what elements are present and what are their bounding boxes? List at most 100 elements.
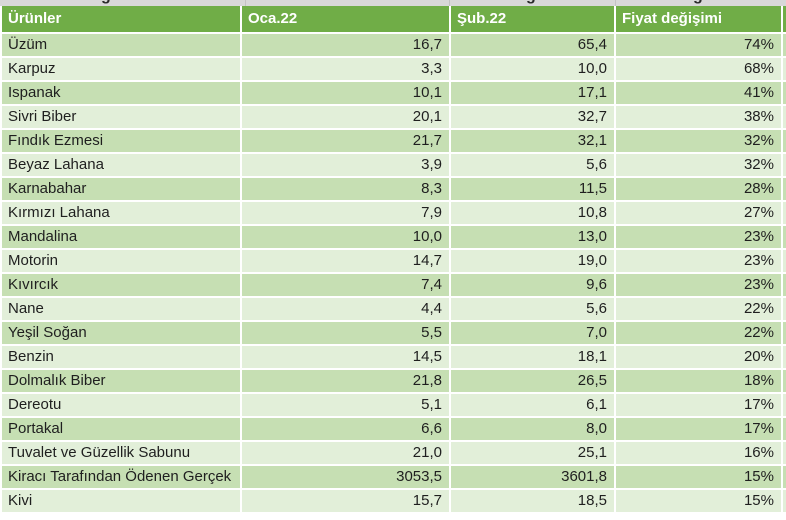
price-change-cell[interactable]: 20% bbox=[616, 346, 781, 368]
feb22-value-cell[interactable]: 17,1 bbox=[451, 82, 614, 104]
feb22-value-cell[interactable]: 10,8 bbox=[451, 202, 614, 224]
jan22-value-cell[interactable]: 10,0 bbox=[242, 226, 449, 248]
jan22-value-cell[interactable]: 8,3 bbox=[242, 178, 449, 200]
jan22-value-cell[interactable]: 10,1 bbox=[242, 82, 449, 104]
price-change-cell[interactable]: 18% bbox=[616, 370, 781, 392]
product-cell[interactable]: Yeşil Soğan bbox=[2, 322, 240, 344]
price-change-cell[interactable]: 28% bbox=[616, 178, 781, 200]
gridline bbox=[245, 0, 246, 6]
feb22-value-cell[interactable]: 19,0 bbox=[451, 250, 614, 272]
price-change-cell[interactable]: 74% bbox=[616, 34, 781, 56]
row-cutoff-sliver bbox=[783, 154, 786, 176]
price-change-cell[interactable]: 23% bbox=[616, 250, 781, 272]
row-cutoff-sliver bbox=[783, 202, 786, 224]
jan22-value-cell[interactable]: 16,7 bbox=[242, 34, 449, 56]
feb22-value-cell[interactable]: 32,1 bbox=[451, 130, 614, 152]
row-cutoff-sliver bbox=[783, 442, 786, 464]
row-cutoff-sliver bbox=[783, 106, 786, 128]
product-cell[interactable]: Dolmalık Biber bbox=[2, 370, 240, 392]
feb22-value-cell[interactable]: 5,6 bbox=[451, 298, 614, 320]
price-change-cell[interactable]: 38% bbox=[616, 106, 781, 128]
price-table: Ürünler Oca.22 Şub.22 Fiyat değişimi Üzü… bbox=[2, 6, 786, 512]
row-cutoff-sliver bbox=[783, 130, 786, 152]
feb22-value-cell[interactable]: 32,7 bbox=[451, 106, 614, 128]
jan22-value-cell[interactable]: 21,7 bbox=[242, 130, 449, 152]
price-change-cell[interactable]: 15% bbox=[616, 490, 781, 512]
product-cell[interactable]: Kiracı Tarafından Ödenen Gerçek bbox=[2, 466, 240, 488]
feb22-value-cell[interactable]: 6,1 bbox=[451, 394, 614, 416]
product-cell[interactable]: Tuvalet ve Güzellik Sabunu bbox=[2, 442, 240, 464]
jan22-value-cell[interactable]: 3,9 bbox=[242, 154, 449, 176]
feb22-value-cell[interactable]: 65,4 bbox=[451, 34, 614, 56]
feb22-value-cell[interactable]: 18,1 bbox=[451, 346, 614, 368]
product-cell[interactable]: Karpuz bbox=[2, 58, 240, 80]
row-cutoff-sliver bbox=[783, 298, 786, 320]
row-cutoff-sliver bbox=[783, 226, 786, 248]
price-change-cell[interactable]: 15% bbox=[616, 466, 781, 488]
jan22-value-cell[interactable]: 3,3 bbox=[242, 58, 449, 80]
price-change-cell[interactable]: 41% bbox=[616, 82, 781, 104]
jan22-value-cell[interactable]: 21,0 bbox=[242, 442, 449, 464]
price-change-cell[interactable]: 23% bbox=[616, 274, 781, 296]
column-header-products[interactable]: Ürünler bbox=[2, 6, 240, 32]
product-cell[interactable]: Karnabahar bbox=[2, 178, 240, 200]
product-cell[interactable]: Üzüm bbox=[2, 34, 240, 56]
product-cell[interactable]: Dereotu bbox=[2, 394, 240, 416]
product-cell[interactable]: Kırmızı Lahana bbox=[2, 202, 240, 224]
feb22-value-cell[interactable]: 7,0 bbox=[451, 322, 614, 344]
row-cutoff-sliver bbox=[783, 394, 786, 416]
price-change-cell[interactable]: 22% bbox=[616, 322, 781, 344]
product-cell[interactable]: Benzin bbox=[2, 346, 240, 368]
price-change-cell[interactable]: 22% bbox=[616, 298, 781, 320]
feb22-value-cell[interactable]: 11,5 bbox=[451, 178, 614, 200]
price-change-cell[interactable]: 17% bbox=[616, 418, 781, 440]
jan22-value-cell[interactable]: 3053,5 bbox=[242, 466, 449, 488]
column-header-price-change[interactable]: Fiyat değişimi bbox=[616, 6, 781, 32]
feb22-value-cell[interactable]: 25,1 bbox=[451, 442, 614, 464]
jan22-value-cell[interactable]: 4,4 bbox=[242, 298, 449, 320]
feb22-value-cell[interactable]: 8,0 bbox=[451, 418, 614, 440]
product-cell[interactable]: Beyaz Lahana bbox=[2, 154, 240, 176]
jan22-value-cell[interactable]: 20,1 bbox=[242, 106, 449, 128]
product-cell[interactable]: Kıvırcık bbox=[2, 274, 240, 296]
jan22-value-cell[interactable]: 15,7 bbox=[242, 490, 449, 512]
product-cell[interactable]: Fındık Ezmesi bbox=[2, 130, 240, 152]
clipped-row-above-table: ğğğ bbox=[0, 0, 786, 6]
product-cell[interactable]: Ispanak bbox=[2, 82, 240, 104]
column-header-jan22[interactable]: Oca.22 bbox=[242, 6, 449, 32]
product-cell[interactable]: Sivri Biber bbox=[2, 106, 240, 128]
price-change-cell[interactable]: 32% bbox=[616, 154, 781, 176]
feb22-value-cell[interactable]: 13,0 bbox=[451, 226, 614, 248]
row-cutoff-sliver bbox=[783, 58, 786, 80]
jan22-value-cell[interactable]: 14,5 bbox=[242, 346, 449, 368]
feb22-value-cell[interactable]: 10,0 bbox=[451, 58, 614, 80]
feb22-value-cell[interactable]: 26,5 bbox=[451, 370, 614, 392]
feb22-value-cell[interactable]: 5,6 bbox=[451, 154, 614, 176]
price-change-cell[interactable]: 16% bbox=[616, 442, 781, 464]
row-cutoff-sliver bbox=[783, 346, 786, 368]
price-change-cell[interactable]: 17% bbox=[616, 394, 781, 416]
jan22-value-cell[interactable]: 6,6 bbox=[242, 418, 449, 440]
feb22-value-cell[interactable]: 18,5 bbox=[451, 490, 614, 512]
jan22-value-cell[interactable]: 14,7 bbox=[242, 250, 449, 272]
column-header-feb22[interactable]: Şub.22 bbox=[451, 6, 614, 32]
product-cell[interactable]: Mandalina bbox=[2, 226, 240, 248]
price-change-cell[interactable]: 23% bbox=[616, 226, 781, 248]
product-cell[interactable]: Kivi bbox=[2, 490, 240, 512]
jan22-value-cell[interactable]: 7,4 bbox=[242, 274, 449, 296]
jan22-value-cell[interactable]: 5,1 bbox=[242, 394, 449, 416]
row-cutoff-sliver bbox=[783, 490, 786, 512]
product-cell[interactable]: Motorin bbox=[2, 250, 240, 272]
price-change-cell[interactable]: 27% bbox=[616, 202, 781, 224]
clipped-text-descender: ğ bbox=[526, 0, 536, 5]
product-cell[interactable]: Nane bbox=[2, 298, 240, 320]
jan22-value-cell[interactable]: 7,9 bbox=[242, 202, 449, 224]
price-change-cell[interactable]: 68% bbox=[616, 58, 781, 80]
product-cell[interactable]: Portakal bbox=[2, 418, 240, 440]
jan22-value-cell[interactable]: 5,5 bbox=[242, 322, 449, 344]
feb22-value-cell[interactable]: 3601,8 bbox=[451, 466, 614, 488]
price-change-cell[interactable]: 32% bbox=[616, 130, 781, 152]
jan22-value-cell[interactable]: 21,8 bbox=[242, 370, 449, 392]
feb22-value-cell[interactable]: 9,6 bbox=[451, 274, 614, 296]
